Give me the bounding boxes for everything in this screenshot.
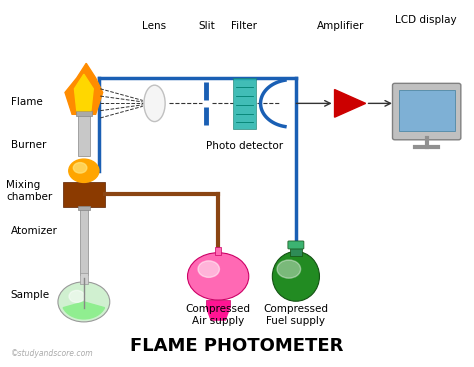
Text: ©studyandscore.com: ©studyandscore.com <box>11 349 93 358</box>
FancyBboxPatch shape <box>215 247 221 255</box>
FancyBboxPatch shape <box>290 247 301 256</box>
Text: Mixing
chamber: Mixing chamber <box>6 180 52 201</box>
Text: Filter: Filter <box>231 21 257 31</box>
Text: FLAME PHOTOMETER: FLAME PHOTOMETER <box>130 337 344 355</box>
Text: Compressed
Fuel supply: Compressed Fuel supply <box>264 304 328 326</box>
Ellipse shape <box>144 85 165 121</box>
FancyBboxPatch shape <box>63 182 105 207</box>
Circle shape <box>188 253 249 300</box>
Polygon shape <box>65 63 103 114</box>
FancyBboxPatch shape <box>78 206 90 210</box>
Text: Sample: Sample <box>11 290 50 299</box>
Circle shape <box>69 159 99 182</box>
Text: Compressed
Air supply: Compressed Air supply <box>186 304 251 326</box>
Text: Flame: Flame <box>11 97 43 106</box>
FancyBboxPatch shape <box>80 273 88 284</box>
Text: Amplifier: Amplifier <box>317 21 365 31</box>
Text: Photo detector: Photo detector <box>206 141 283 151</box>
FancyBboxPatch shape <box>80 207 88 275</box>
Polygon shape <box>74 74 93 111</box>
FancyBboxPatch shape <box>233 78 256 129</box>
Text: Atomizer: Atomizer <box>11 226 58 236</box>
Circle shape <box>69 290 84 302</box>
Wedge shape <box>63 302 105 319</box>
Polygon shape <box>206 307 230 320</box>
Text: Slit: Slit <box>198 21 215 31</box>
Text: Lens: Lens <box>143 21 166 31</box>
Text: Burner: Burner <box>11 140 46 150</box>
Circle shape <box>58 282 110 322</box>
FancyBboxPatch shape <box>78 112 90 156</box>
Circle shape <box>277 260 301 278</box>
Circle shape <box>73 163 87 173</box>
FancyBboxPatch shape <box>288 241 304 249</box>
FancyBboxPatch shape <box>206 300 230 307</box>
FancyBboxPatch shape <box>76 111 92 116</box>
FancyBboxPatch shape <box>399 90 455 131</box>
Polygon shape <box>335 90 365 117</box>
Text: LCD display: LCD display <box>395 15 456 25</box>
FancyBboxPatch shape <box>392 83 461 140</box>
Ellipse shape <box>273 251 319 301</box>
Circle shape <box>198 261 219 277</box>
